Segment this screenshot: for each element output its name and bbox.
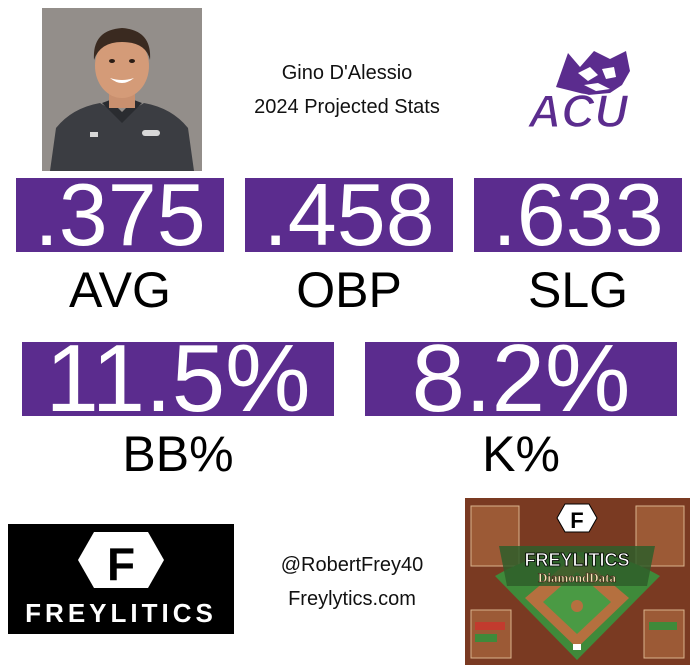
diamond-title: FREYLITICS [524,550,629,570]
player-portrait-icon [42,8,202,171]
freylitics-logo-text: FREYLITICS [25,598,217,628]
baseball-field-icon: F FREYLITICS DiamondData [465,498,690,665]
stat-box-slg: .633 [474,178,682,252]
freylitics-logo-letter: F [107,538,135,590]
stat-label-slg: SLG [527,262,629,318]
team-logo-text: ACU [527,85,629,135]
player-name: Gino D'Alessio [281,62,413,84]
stat-box-k: 8.2% [365,342,677,416]
freylitics-logo: F FREYLITICS [8,524,234,634]
stat-box-bb: 11.5% [22,342,334,416]
twitter-handle: @RobertFrey40 [280,554,424,576]
diamond-emblem-letter: F [570,508,583,533]
stat-label-bb: BB% [122,426,234,482]
stat-label-avg: AVG [69,262,171,318]
team-logo: ACU [498,45,658,138]
stat-box-avg: .375 [16,178,224,252]
hexagon-f-icon: F FREYLITICS [25,532,217,628]
stat-label-obp: OBP [296,262,402,318]
player-photo [42,8,202,171]
diamond-subtitle: DiamondData [538,570,617,585]
diamond-data-poster: F FREYLITICS DiamondData [465,498,690,665]
stat-label-k: K% [482,426,560,482]
website-text: Freylytics.com [288,588,416,610]
stat-value-k: 8.2% [411,342,631,416]
stat-value-slg: .633 [492,178,664,252]
stat-value-bb: 11.5% [45,342,311,416]
stat-value-avg: .375 [34,178,206,252]
page-subtitle: 2024 Projected Stats [254,96,440,118]
wildcat-logo-icon: ACU [526,51,630,138]
stat-box-obp: .458 [245,178,453,252]
stat-value-obp: .458 [263,178,435,252]
